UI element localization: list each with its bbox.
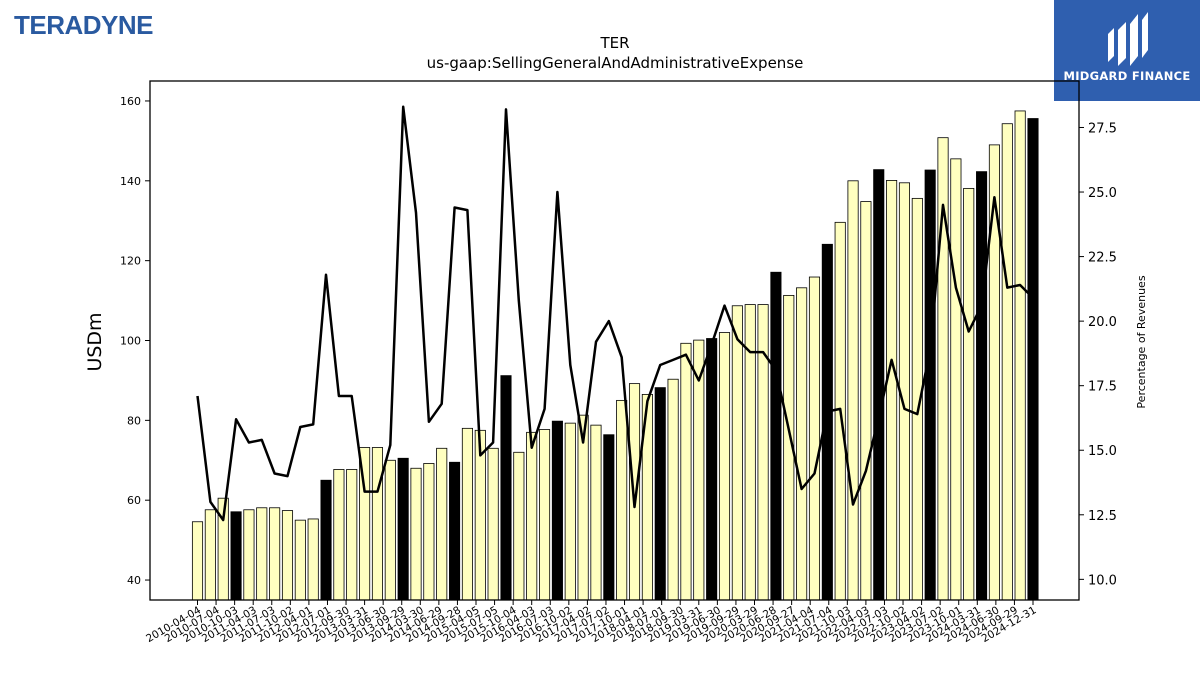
chart-title: TER	[599, 34, 629, 52]
y-axis-label: USDm	[84, 312, 106, 371]
bar	[963, 187, 975, 601]
bar	[320, 479, 332, 601]
bar-series	[191, 110, 1039, 601]
bar	[976, 171, 988, 601]
bar	[654, 387, 666, 601]
percentage-line	[196, 105, 1034, 522]
chart-subtitle: us-gaap:SellingGeneralAndAdministrativeE…	[427, 54, 804, 72]
line-series	[196, 105, 1034, 522]
bar	[821, 243, 833, 601]
bar	[307, 518, 319, 601]
bar	[551, 420, 563, 601]
bar	[397, 457, 409, 601]
bar	[410, 467, 422, 601]
badge-label: MIDGARD FINANCE	[1063, 69, 1191, 83]
bar	[718, 332, 731, 601]
bar	[204, 509, 216, 601]
bar	[281, 510, 294, 601]
y-tick-label: 40	[127, 574, 141, 587]
bar	[500, 375, 512, 601]
y2-tick-label: 12.5	[1088, 509, 1117, 524]
y2-tick-label: 15.0	[1088, 444, 1117, 459]
y2-tick-label: 25.0	[1088, 186, 1117, 201]
midgard-logo-icon	[1108, 12, 1148, 66]
bar	[770, 271, 782, 601]
bar	[847, 180, 859, 601]
bar	[230, 511, 242, 601]
y2-tick-label: 22.5	[1088, 251, 1117, 266]
bar	[796, 287, 808, 601]
bar	[667, 378, 679, 601]
bar	[256, 507, 268, 601]
bar	[513, 451, 525, 601]
y-tick-label: 120	[120, 255, 141, 268]
bar	[628, 383, 641, 601]
bar	[333, 469, 345, 601]
bar	[191, 521, 204, 601]
bar	[449, 461, 461, 601]
bar	[616, 399, 628, 601]
midgard-finance-badge: MIDGARD FINANCE	[1054, 0, 1200, 101]
y2-tick-label: 20.0	[1088, 315, 1117, 330]
bar	[1014, 110, 1026, 601]
bar	[603, 434, 615, 601]
bar	[269, 507, 281, 601]
bar	[731, 305, 743, 601]
bar	[706, 338, 718, 601]
bar	[564, 422, 576, 601]
bar	[487, 447, 499, 601]
y-tick-label: 60	[127, 494, 141, 507]
x-axis: 2010-04-042010-07-042010-10-032011-04-03…	[144, 600, 1039, 645]
y-tick-label: 140	[120, 175, 141, 188]
bar	[294, 519, 306, 601]
y-axis-left: 40 60 80 100 120 140 160	[120, 95, 150, 587]
y-tick-label: 100	[120, 335, 141, 348]
y-tick-label: 80	[127, 414, 141, 427]
bar	[680, 342, 692, 601]
bar	[526, 431, 538, 601]
bar	[371, 447, 383, 601]
bar	[988, 144, 1000, 601]
bar	[590, 424, 602, 601]
y2-tick-label: 10.0	[1088, 573, 1117, 588]
teradyne-logo: TERADYNE	[14, 10, 154, 40]
bar	[423, 463, 435, 601]
y-tick-label: 160	[120, 95, 141, 108]
bar	[384, 459, 396, 601]
bar	[539, 429, 551, 601]
bar	[924, 169, 936, 601]
bar	[886, 180, 898, 601]
y2-tick-label: 17.5	[1088, 380, 1117, 395]
bar	[860, 201, 872, 601]
bar	[346, 469, 358, 601]
bar	[1027, 118, 1039, 601]
bar	[873, 169, 885, 601]
bar	[436, 447, 448, 601]
y2-axis-label: Percentage of Revenues	[1135, 275, 1148, 408]
y2-tick-label: 27.5	[1088, 121, 1117, 136]
bar	[461, 427, 473, 601]
bar	[757, 304, 769, 601]
bar	[1001, 123, 1013, 601]
bar	[808, 276, 821, 601]
bar	[243, 509, 255, 601]
bar	[950, 158, 962, 601]
y-axis-right: 10.0 12.5 15.0 17.5 20.0 22.5 25.0 27.5	[1079, 121, 1117, 588]
